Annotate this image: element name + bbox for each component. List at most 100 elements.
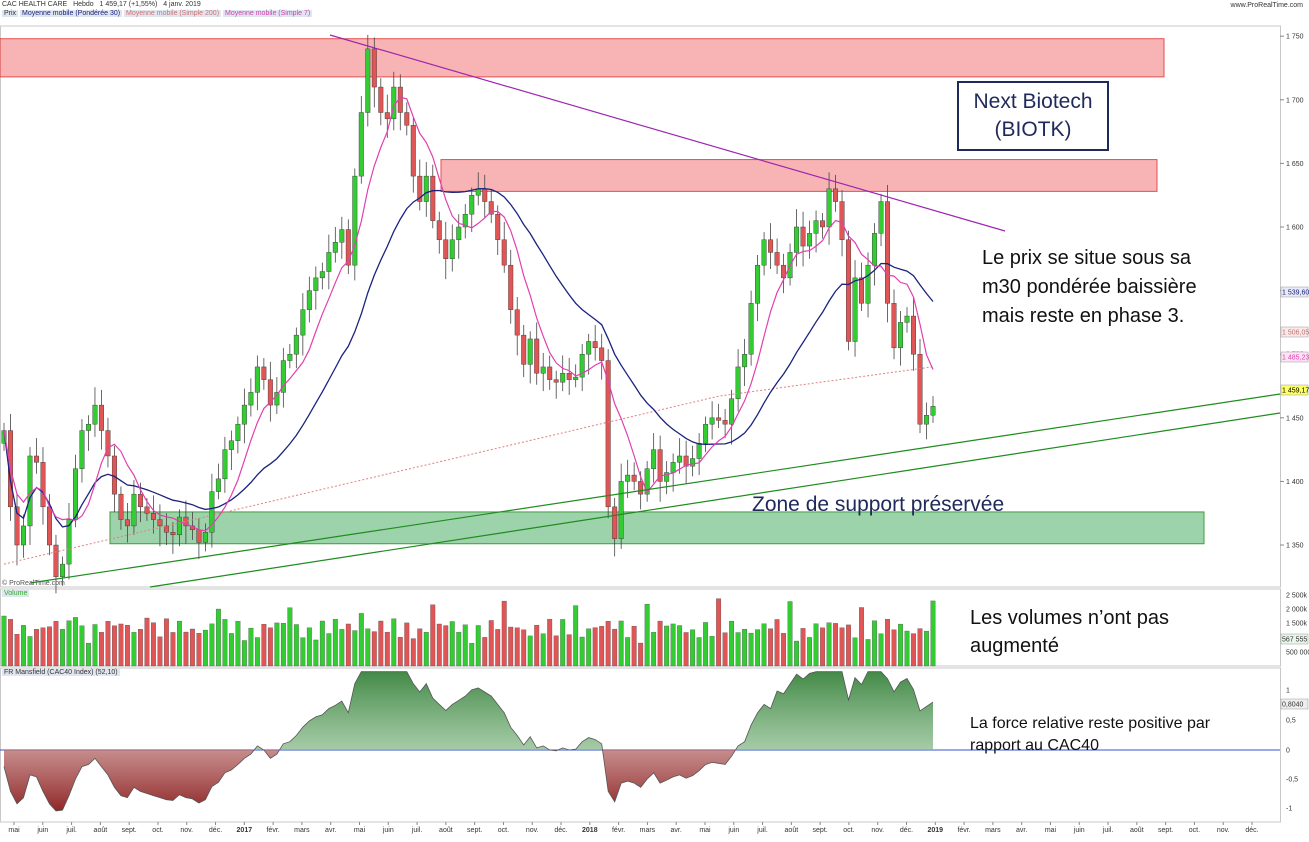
candle-body (872, 233, 878, 266)
candle-body (716, 417, 722, 421)
candle-body (540, 366, 546, 374)
legend-sma7[interactable]: Moyenne mobile (Simple 7) (222, 10, 313, 17)
candle-body (72, 468, 78, 520)
volume-bar (547, 619, 553, 667)
volume-bar (248, 627, 254, 667)
candle-body (794, 226, 800, 253)
candle-body (300, 309, 306, 336)
volume-bar (872, 620, 877, 667)
volume-bar (826, 622, 832, 667)
x-tick-label: mai (354, 827, 366, 834)
volume-bar (664, 625, 670, 667)
volume-bar (527, 635, 533, 667)
candle-body (898, 322, 903, 349)
candle-body (98, 404, 104, 431)
volume-bar (300, 637, 306, 667)
candle-body (592, 341, 598, 349)
x-tick-label: 2019 (928, 827, 944, 834)
x-tick-label: nov. (526, 827, 539, 834)
candle-body (859, 277, 865, 304)
volume-bar (657, 620, 663, 667)
volume-bar (729, 621, 735, 667)
candle-body (176, 516, 182, 536)
candle-body (254, 366, 260, 393)
badge-wma30: 1 539,60 (1282, 290, 1309, 297)
mansfield-panel-frame (0, 667, 1281, 823)
volume-bar (534, 624, 540, 667)
x-tick-label: sept. (813, 827, 828, 834)
candle-body (527, 338, 533, 365)
volume-bar (794, 640, 799, 667)
x-tick-label: oct. (1189, 827, 1200, 834)
volume-bar (131, 632, 137, 667)
volume-bar (774, 619, 780, 667)
volume-bar (157, 636, 163, 667)
candle-body (677, 455, 683, 463)
candle-body (267, 379, 273, 406)
candle-body (846, 239, 852, 342)
x-tick-label: mars (294, 827, 310, 834)
legend-price[interactable]: Prix (2, 10, 19, 17)
volume-bar (833, 623, 838, 667)
candle-body (248, 392, 254, 406)
volume-bar (690, 629, 696, 667)
candle-body (865, 264, 871, 304)
volume-bar (911, 633, 916, 667)
volume-bar (267, 627, 273, 667)
price-note-line-2: m30 pondérée baissière (982, 276, 1197, 298)
candle-body (521, 334, 527, 365)
volume-bar (560, 619, 566, 667)
candle-body (241, 404, 247, 425)
candle-body (449, 239, 455, 259)
volume-bar (566, 634, 572, 667)
candle-body (631, 474, 637, 482)
mansfield-line (3, 671, 934, 812)
volume-bar (781, 633, 787, 667)
legend-wma30[interactable]: Moyenne mobile (Pondérée 30) (20, 10, 123, 17)
last-price: 1 459,17 (+1,55%) (99, 1, 158, 8)
candle-body (722, 420, 728, 425)
volume-bar (443, 625, 449, 667)
candle-body (111, 455, 117, 495)
site-link[interactable]: www.ProRealTime.com (1230, 2, 1303, 9)
header-date: 4 janv. 2019 (163, 1, 201, 8)
volume-bar (410, 638, 416, 667)
volume-bar (319, 620, 325, 667)
candle-body (930, 406, 936, 416)
volume-bar (274, 622, 280, 667)
candle-body (553, 379, 559, 383)
volume-bar (40, 627, 46, 667)
candle-body (137, 493, 143, 508)
x-tick-label: sept. (1158, 827, 1173, 834)
volume-bar (605, 621, 611, 667)
volume-bar (417, 628, 423, 667)
volume-bar (521, 629, 527, 667)
price-tick-label: 1 600 (1286, 224, 1304, 231)
price-tick-label: 1 700 (1286, 97, 1304, 104)
volume-bar (501, 600, 507, 667)
title-box: Next Biotech (BIOTK) (957, 81, 1109, 151)
candle-body (365, 48, 371, 113)
mansfield-panel-label: FR Mansfield (CAC40 Index) (52,10) (2, 669, 120, 676)
candle-body (657, 449, 663, 482)
candle-body (332, 242, 338, 253)
candle-body (14, 506, 20, 546)
x-tick-label: oct. (152, 827, 163, 834)
candle-body (618, 481, 624, 539)
legend-sma200[interactable]: Moyenne mobile (Simple 200) (124, 10, 222, 17)
x-tick-label: août (785, 827, 799, 834)
volume-note-line-2: augmenté (970, 635, 1059, 657)
candle-body (781, 264, 787, 279)
candle-body (651, 449, 657, 469)
price-tick-label: 1 400 (1286, 479, 1304, 486)
candle-body (384, 112, 390, 120)
volume-bar (495, 629, 501, 667)
candle-body (612, 506, 618, 539)
candle-body (664, 472, 670, 482)
x-tick-label: nov. (871, 827, 884, 834)
candle-body (696, 443, 702, 459)
volume-bar (306, 627, 312, 667)
badge-last-bg (1280, 384, 1309, 396)
badge-last: 1 459,17 (1282, 388, 1309, 395)
